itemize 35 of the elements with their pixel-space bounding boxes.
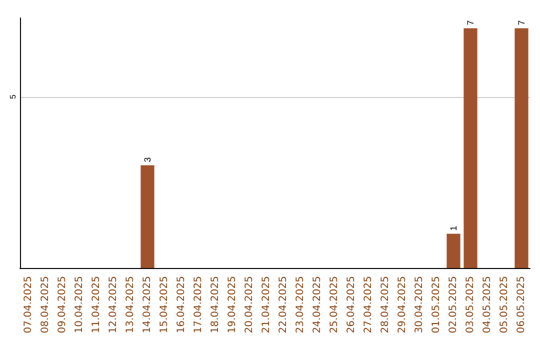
- x-tick-label: 13.04.2025: [125, 276, 136, 334]
- x-tick-label: 10.04.2025: [74, 276, 85, 334]
- x-tick-label: 17.04.2025: [193, 276, 204, 334]
- x-tick-label: 11.04.2025: [91, 276, 102, 334]
- data-label: 3: [142, 157, 152, 162]
- x-tick-label: 15.04.2025: [159, 276, 170, 334]
- x-tick-label: 23.04.2025: [295, 276, 306, 334]
- x-tick-label: 14.04.2025: [142, 276, 153, 334]
- data-label: 1: [448, 226, 458, 231]
- x-tick-label: 20.04.2025: [244, 276, 255, 334]
- x-tick-label: 18.04.2025: [210, 276, 221, 334]
- data-label: 7: [516, 20, 526, 26]
- x-tick-label: 07.04.2025: [23, 276, 34, 334]
- y-tick-label: 5: [8, 94, 18, 99]
- x-tick-label: 08.04.2025: [40, 276, 51, 334]
- x-tick-label: 26.04.2025: [346, 276, 357, 334]
- x-tick-label: 12.04.2025: [108, 276, 119, 334]
- x-tick-label: 29.04.2025: [397, 276, 408, 334]
- x-tick-label: 01.05.2025: [431, 276, 442, 334]
- x-tick-label: 03.05.2025: [465, 276, 476, 334]
- x-tick-label: 04.05.2025: [482, 276, 493, 334]
- x-tick-label: 24.04.2025: [312, 276, 323, 334]
- x-tick-label: 19.04.2025: [227, 276, 238, 334]
- x-tick-label: 02.05.2025: [448, 276, 459, 334]
- x-tick-label: 05.05.2025: [499, 276, 510, 334]
- x-tick-label: 22.04.2025: [278, 276, 289, 334]
- x-tick-label: 30.04.2025: [414, 276, 425, 334]
- x-tick-label: 28.04.2025: [380, 276, 391, 334]
- x-tick-label: 06.05.2025: [516, 276, 527, 334]
- x-tick-label: 09.04.2025: [57, 276, 68, 334]
- data-label: 7: [466, 20, 476, 26]
- x-tick-label: 25.04.2025: [329, 276, 340, 334]
- x-tick-label: 16.04.2025: [176, 276, 187, 334]
- x-tick-label: 27.04.2025: [363, 276, 374, 334]
- x-tick-label: 21.04.2025: [261, 276, 272, 334]
